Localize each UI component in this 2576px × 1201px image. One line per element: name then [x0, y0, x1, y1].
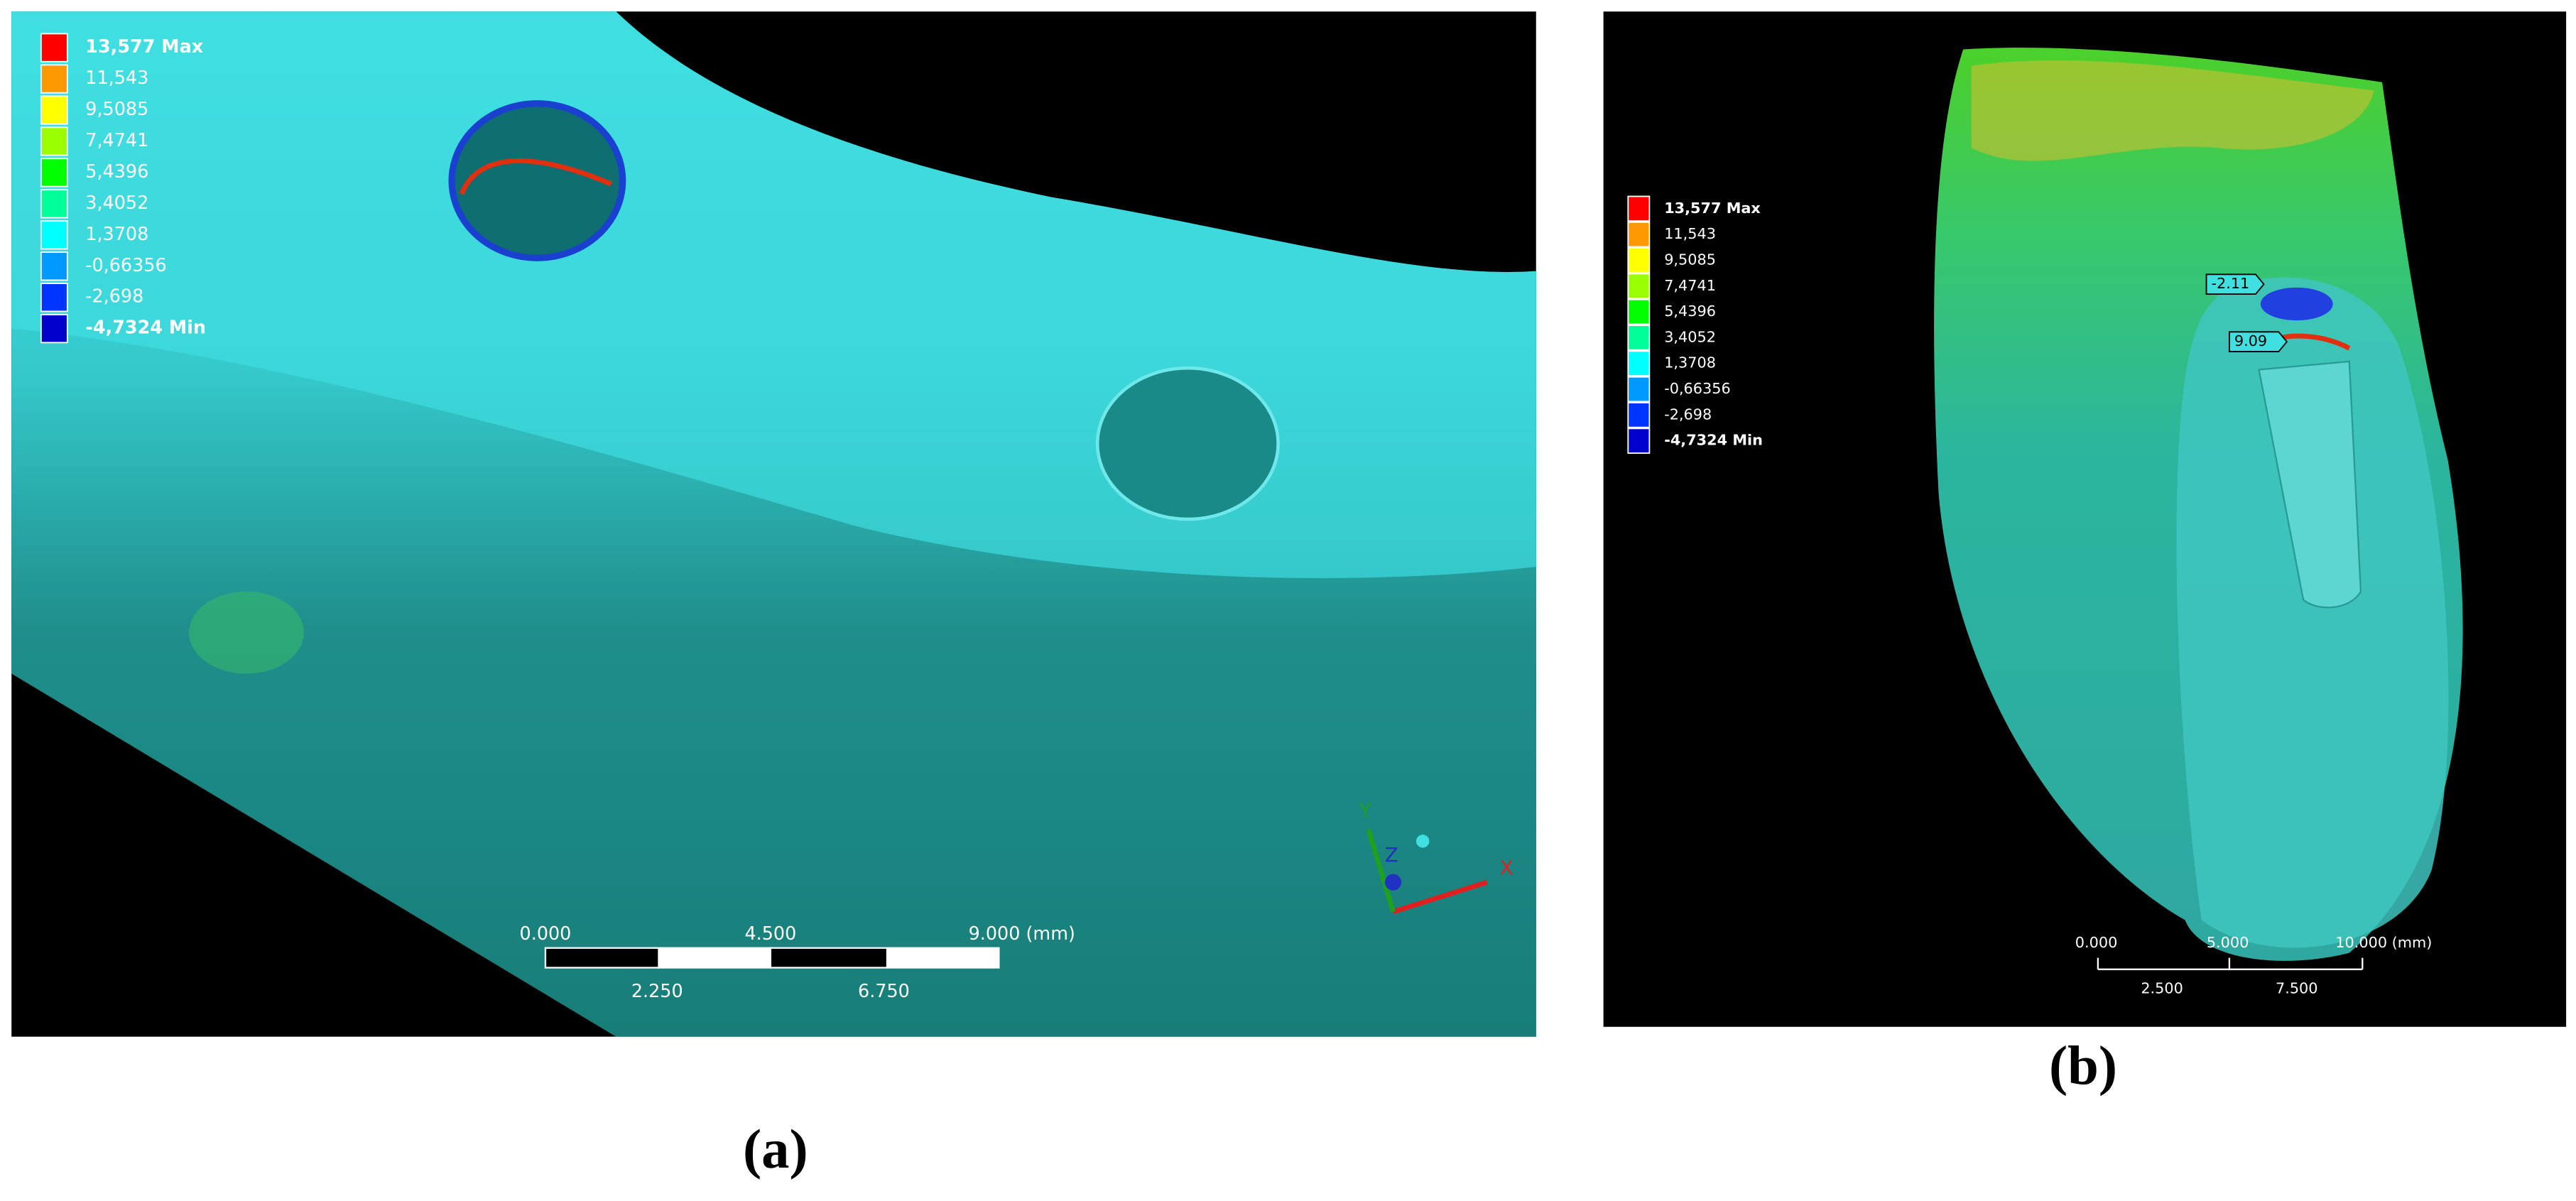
axis-label: Y: [1359, 799, 1371, 822]
legend-swatch: [1627, 428, 1651, 454]
axis-y: [1366, 829, 1396, 913]
min-spot: [2260, 287, 2333, 321]
legend-label: 5,4396: [1664, 303, 1716, 320]
legend-swatch: [40, 220, 68, 250]
hot-ring: [459, 158, 612, 195]
axis-z: [1384, 874, 1402, 891]
crown-hot: [1971, 60, 2374, 161]
scale-seg: [769, 947, 888, 969]
screw: [2258, 360, 2362, 609]
legend-swatch: [40, 64, 68, 94]
legend-label: 13,577 Max: [1664, 200, 1761, 217]
scale-label: 4.500: [744, 923, 796, 944]
legend-label: 7,4741: [1664, 277, 1716, 294]
legend-swatch: [1627, 350, 1651, 376]
scale-label: 0.000: [2075, 934, 2118, 951]
legend-swatch: [40, 95, 68, 125]
legend-swatch: [40, 189, 68, 219]
legend-swatch: [40, 158, 68, 188]
spot: [189, 591, 304, 674]
legend-swatch: [40, 251, 68, 281]
legend-label: 5,4396: [85, 161, 148, 182]
view-ball: [1415, 835, 1430, 848]
scale-label: 2.250: [631, 980, 683, 1001]
legend-swatch: [40, 314, 68, 344]
probe-label: 9.09: [2234, 332, 2267, 349]
legend-swatch: [1627, 376, 1651, 403]
axis-label: X: [1500, 857, 1513, 880]
legend-swatch: [1627, 247, 1651, 273]
probe-box: [2205, 273, 2265, 295]
legend-label: 3,4052: [85, 192, 148, 213]
scale-seg: [544, 947, 660, 969]
legend-label: -4,7324 Min: [1664, 432, 1763, 449]
caption: (b): [2049, 1035, 2117, 1097]
scale-label: 0.000: [520, 923, 572, 944]
legend-label: 11,543: [1664, 225, 1716, 242]
legend-swatch: [40, 283, 68, 313]
legend-label: 1,3708: [1664, 354, 1716, 371]
legend-label: 13,577 Max: [85, 36, 203, 57]
scale-label: 10.000 (mm): [2335, 934, 2432, 951]
hole: [448, 100, 626, 261]
probe-label: -2.11: [2211, 275, 2249, 292]
scale-label: 6.750: [858, 980, 910, 1001]
legend-label: 9,5085: [85, 98, 148, 119]
legend-label: 3,4052: [1664, 328, 1716, 345]
caption: (a): [743, 1119, 808, 1180]
legend-swatch: [1627, 195, 1651, 222]
scale-label: 9.000 (mm): [969, 923, 1075, 944]
legend-swatch: [40, 33, 68, 63]
abutment: [2176, 277, 2449, 948]
scale-label: 2.500: [2141, 980, 2183, 997]
axis-x: [1392, 879, 1488, 915]
legend-swatch: [1627, 221, 1651, 248]
legend-label: -0,66356: [85, 254, 166, 276]
scale-seg: [886, 947, 1000, 969]
legend-label: 9,5085: [1664, 251, 1716, 268]
legend-swatch: [40, 126, 68, 156]
axis-label: Z: [1385, 843, 1398, 866]
legend-swatch: [1627, 273, 1651, 300]
scale-label: 7.500: [2276, 980, 2318, 997]
legend-label: -2,698: [1664, 406, 1712, 423]
legend-label: -2,698: [85, 286, 143, 307]
probe-box: [2229, 331, 2288, 352]
scale-label: 5.000: [2207, 934, 2249, 951]
hole: [1095, 366, 1280, 521]
scale-seg: [658, 947, 772, 969]
legend-label: 11,543: [85, 67, 148, 88]
legend-swatch: [1627, 325, 1651, 351]
legend-label: -4,7324 Min: [85, 317, 206, 338]
legend-label: -0,66356: [1664, 380, 1731, 397]
legend-swatch: [1627, 298, 1651, 325]
legend-label: 1,3708: [85, 223, 148, 244]
legend-label: 7,4741: [85, 129, 148, 151]
legend-swatch: [1627, 402, 1651, 428]
